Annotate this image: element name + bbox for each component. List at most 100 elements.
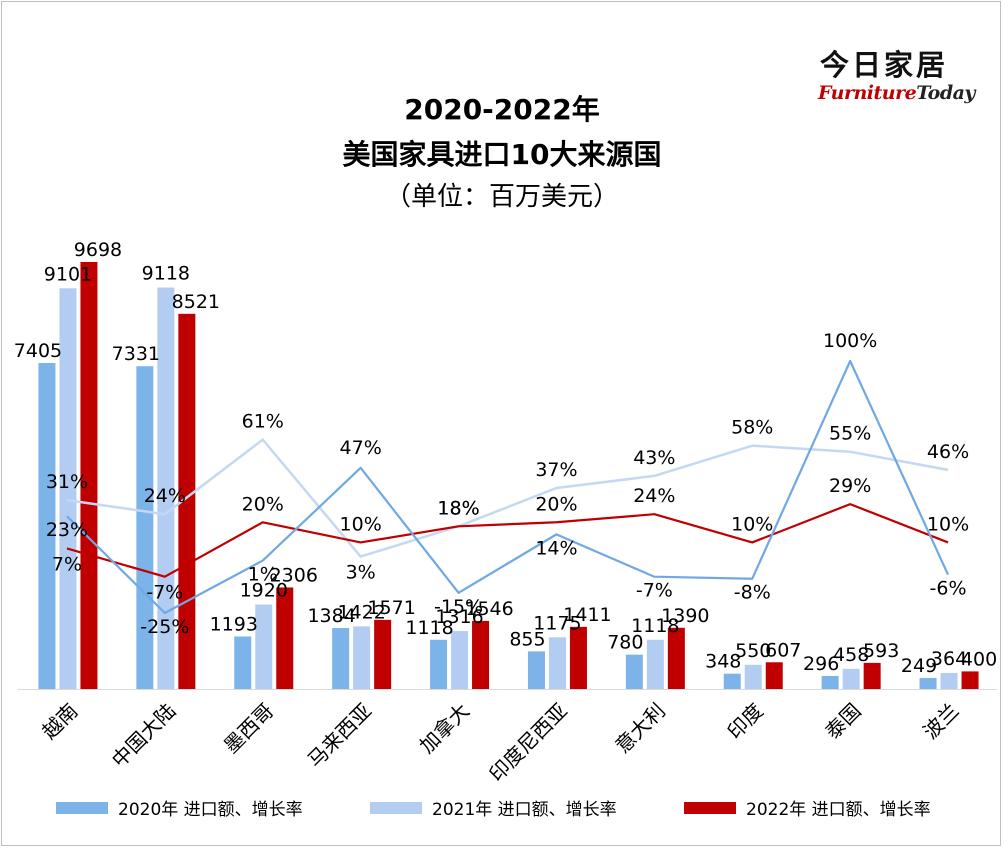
growth-label-1-2: 61% xyxy=(242,411,284,433)
growth-label-1-1: 24% xyxy=(144,485,186,507)
value-label-0-5: 855 xyxy=(509,628,545,650)
growth-line-0 xyxy=(66,359,950,615)
bar-1-1 xyxy=(157,287,175,689)
value-label-1-6: 1118 xyxy=(631,615,679,637)
legend-item-2022: 2022年 进口额、增长率 xyxy=(684,795,931,820)
legend-item-2021: 2021年 进口额、增长率 xyxy=(370,795,617,820)
bar-1-5 xyxy=(548,637,566,689)
bar-0-8 xyxy=(821,675,839,689)
growth-line-1 xyxy=(66,438,949,558)
growth-label-2-6: 24% xyxy=(633,485,675,507)
growth-label-1-8: 55% xyxy=(829,423,871,445)
growth-label-2-9: 10% xyxy=(927,513,969,535)
bar-0-5 xyxy=(527,651,545,689)
bar-0-3 xyxy=(332,628,350,689)
bar-2-6 xyxy=(667,627,685,689)
growth-label-0-9: -6% xyxy=(930,578,967,600)
value-label-0-4: 1118 xyxy=(405,617,453,639)
value-label-2-1: 8521 xyxy=(172,291,220,313)
growth-label-1-9: 46% xyxy=(927,441,969,463)
value-label-2-9: 400 xyxy=(961,648,997,670)
bar-0-7 xyxy=(723,673,741,689)
bar-1-3 xyxy=(353,626,371,689)
growth-label-0-7: -8% xyxy=(734,582,771,604)
category-label-9: 波兰 xyxy=(918,699,963,744)
bar-1-6 xyxy=(646,639,664,689)
growth-label-1-3: 3% xyxy=(346,562,376,584)
bar-2-3 xyxy=(374,619,392,689)
growth-label-0-6: -7% xyxy=(636,580,673,602)
value-label-2-5: 1411 xyxy=(563,604,611,626)
growth-label-2-5: 20% xyxy=(535,493,577,515)
bar-1-9 xyxy=(940,672,958,689)
category-label-2: 墨西哥 xyxy=(219,699,278,758)
legend: 2020年 进口额、增长率 2021年 进口额、增长率 2022年 进口额、增长… xyxy=(0,795,1004,823)
chart-title-line1: 2020-2022年 xyxy=(404,93,600,126)
bar-0-6 xyxy=(625,654,643,689)
growth-label-0-2: 1% xyxy=(248,564,278,586)
value-label-1-7: 550 xyxy=(735,640,771,662)
value-label-2-2: 2306 xyxy=(270,564,318,586)
bar-2-1 xyxy=(178,313,196,689)
bar-0-2 xyxy=(234,636,252,689)
growth-label-2-1: -7% xyxy=(146,582,183,604)
value-label-0-9: 249 xyxy=(901,655,937,677)
value-label-0-7: 348 xyxy=(705,651,741,673)
growth-label-2-3: 10% xyxy=(340,513,382,535)
legend-item-2020: 2020年 进口额、增长率 xyxy=(56,795,303,820)
value-label-1-4: 1316 xyxy=(435,606,483,628)
category-label-1: 中国大陆 xyxy=(107,699,181,773)
growth-label-2-0: 7% xyxy=(52,553,82,575)
value-label-1-5: 1175 xyxy=(533,612,581,634)
value-label-1-9: 364 xyxy=(931,648,967,670)
value-label-0-2: 1193 xyxy=(210,613,258,635)
category-label-5: 印度尼西亚 xyxy=(484,699,572,787)
bar-1-4 xyxy=(451,631,469,689)
bar-2-0 xyxy=(80,262,98,689)
growth-label-0-3: 47% xyxy=(340,437,382,459)
bar-1-0 xyxy=(59,288,77,689)
legend-swatch-2020 xyxy=(56,801,108,814)
growth-label-1-6: 43% xyxy=(633,447,675,469)
growth-label-1-5: 37% xyxy=(535,459,577,481)
growth-label-0-1: -25% xyxy=(140,616,189,638)
growth-line-2 xyxy=(66,503,949,578)
category-label-0: 越南 xyxy=(37,699,82,744)
value-label-0-8: 296 xyxy=(803,653,839,675)
chart-title-line2: 美国家具进口10大来源国 xyxy=(342,138,662,171)
bar-0-1 xyxy=(136,366,154,689)
growth-label-0-4: -15% xyxy=(434,596,483,618)
value-label-1-2: 1920 xyxy=(240,579,288,601)
category-label-4: 加拿大 xyxy=(415,699,474,758)
bar-0-4 xyxy=(430,639,448,689)
growth-label-1-7: 58% xyxy=(731,417,773,439)
value-label-1-0: 9101 xyxy=(44,263,92,285)
growth-label-1-0: 31% xyxy=(46,471,88,493)
growth-label-0-8: 100% xyxy=(823,330,877,352)
logo-today: Today xyxy=(916,82,975,104)
growth-label-2-4: 18% xyxy=(437,497,479,519)
chart-subtitle: （单位：百万美元） xyxy=(384,182,619,212)
bar-1-8 xyxy=(842,668,860,689)
bar-2-5 xyxy=(569,626,587,689)
category-label-3: 马来西亚 xyxy=(303,699,377,773)
growth-label-2-2: 20% xyxy=(242,493,284,515)
value-label-0-1: 7331 xyxy=(112,343,160,365)
growth-label-0-0: 23% xyxy=(46,519,88,541)
legend-label-2021: 2021年 进口额、增长率 xyxy=(432,800,617,820)
bar-2-9 xyxy=(961,671,979,689)
value-label-0-0: 7405 xyxy=(14,340,62,362)
bar-1-2 xyxy=(255,604,273,689)
growth-label-1-4: 18% xyxy=(437,497,479,519)
value-label-2-0: 9698 xyxy=(74,239,122,261)
category-label-6: 意大利 xyxy=(610,699,669,758)
bar-2-8 xyxy=(863,662,881,689)
growth-label-2-7: 10% xyxy=(731,513,773,535)
logo-chinese: 今日家居 xyxy=(820,48,949,82)
category-label-8: 泰国 xyxy=(820,699,865,744)
bar-0-0 xyxy=(38,362,56,689)
bar-1-7 xyxy=(744,664,762,689)
growth-label-0-5: 14% xyxy=(535,537,577,559)
